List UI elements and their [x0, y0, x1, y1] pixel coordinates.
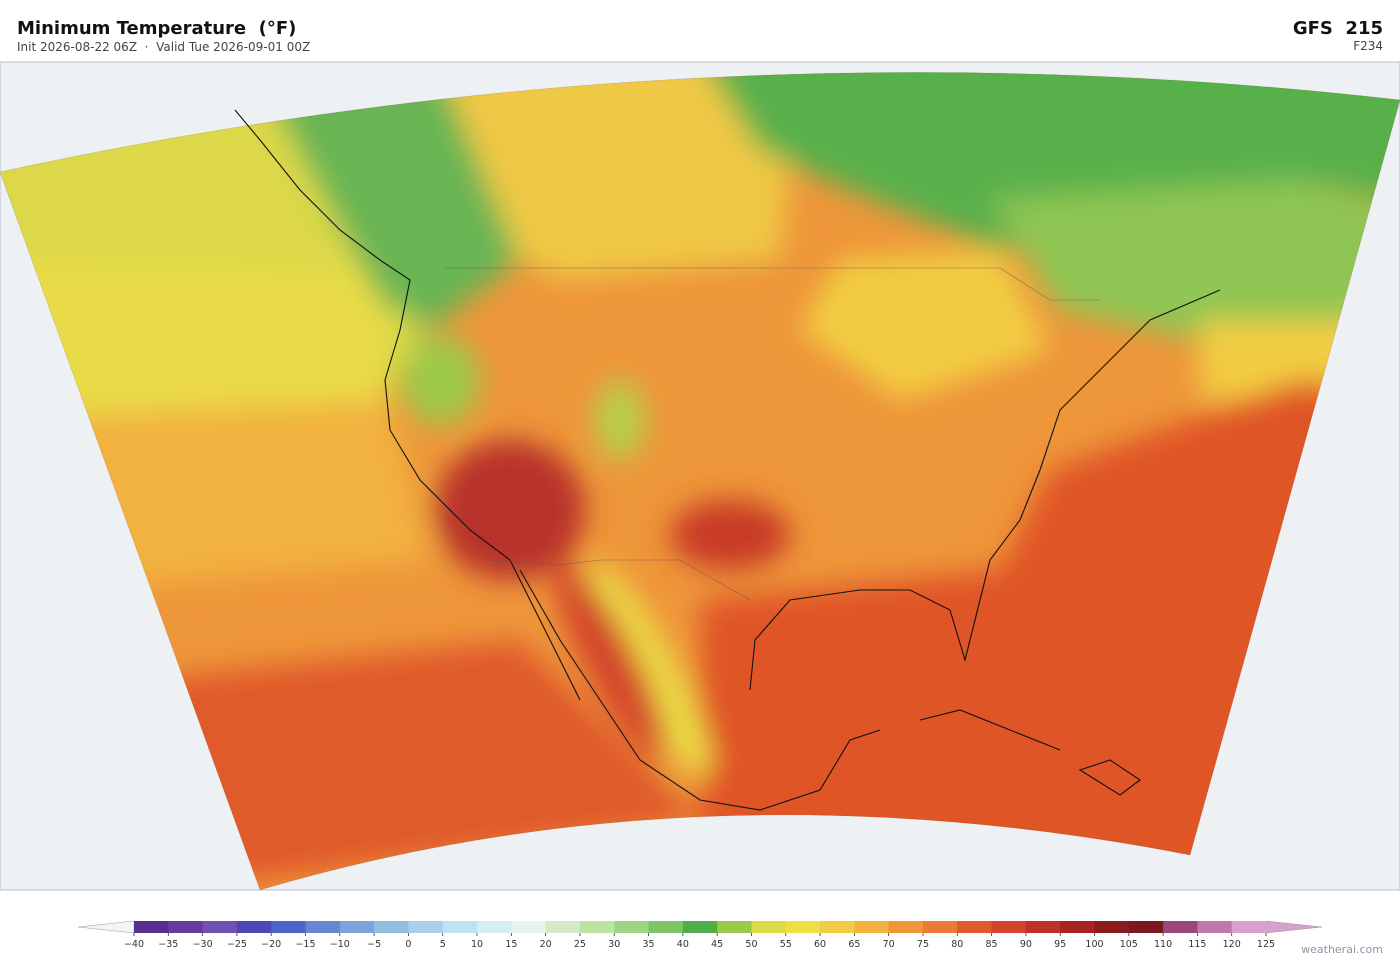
colorbar-tick-label: 75 [917, 939, 929, 950]
colorbar-tick-label: −10 [330, 939, 350, 950]
colorbar-tick-label: 100 [1085, 939, 1103, 950]
colorbar-segment [339, 921, 375, 933]
coastline [519, 569, 881, 811]
field-band [690, 72, 1400, 250]
colorbar-tick-label: 65 [848, 939, 860, 950]
colorbar-segment [854, 921, 890, 933]
field-band [400, 335, 480, 425]
colorbar-tick-label: 95 [1054, 939, 1066, 950]
colorbar-segment [820, 921, 855, 933]
colorbar-tick-label: 45 [711, 939, 723, 950]
colorbar-segment [751, 921, 787, 933]
colorbar-tick-label: 0 [405, 939, 411, 950]
coastline [749, 289, 1221, 691]
colorbar-segment [922, 921, 958, 933]
colorbar-segment [374, 921, 409, 933]
colorbar-tick-label: −15 [295, 939, 315, 950]
colorbar-segment [648, 921, 684, 933]
colorbar-tick-label: 125 [1257, 939, 1275, 950]
colorbar-tick-label: 120 [1223, 939, 1241, 950]
colorbar-segment [545, 921, 581, 933]
credit: weatherai.com [1301, 943, 1383, 956]
colorbar-segment [1025, 921, 1061, 933]
field-band [435, 440, 585, 580]
colorbar-segment [442, 921, 478, 933]
colorbar-segment [511, 921, 547, 933]
colorbar-segment [236, 921, 272, 933]
colorbar-under [77, 920, 135, 934]
border [489, 559, 751, 601]
colorbar-segment [1060, 921, 1095, 933]
colorbar-tick-label: 85 [986, 939, 998, 950]
colorbar-tick-label: 90 [1020, 939, 1032, 950]
colorbar-tick-label: −30 [193, 939, 213, 950]
colorbar-tick-label: 55 [780, 939, 792, 950]
colorbar-segment [271, 921, 307, 933]
colorbar-segment [717, 921, 752, 933]
coastline [234, 109, 581, 701]
field-band [670, 500, 790, 570]
colorbar-segment [614, 921, 650, 933]
field-band [260, 72, 520, 330]
field-band [800, 250, 1050, 400]
colorbar: −40 −35 −30 −25 −20 −15 −10 −5 0 5 10 15 20 25 30 35 40 4… [77, 920, 1323, 950]
colorbar-segment [408, 921, 444, 933]
colorbar-segment [134, 921, 169, 933]
colorbar-tick-label: 15 [505, 939, 517, 950]
coastline [1078, 759, 1141, 796]
colorbar-segment [1231, 921, 1267, 933]
colorbar-tick-label: 30 [608, 939, 620, 950]
colorbar-segment [202, 921, 238, 933]
map [0, 61, 1400, 891]
colorbar-segment [305, 921, 341, 933]
field-band [440, 72, 800, 280]
colorbar-tick-label: −40 [124, 939, 144, 950]
colorbar-segment [1094, 921, 1130, 933]
colorbar-segment [991, 921, 1027, 933]
colorbar-tick-label: 115 [1188, 939, 1206, 950]
colorbar-segment [1197, 921, 1233, 933]
field-band [589, 563, 711, 777]
colorbar-segment [682, 921, 718, 933]
colorbar-segment [957, 921, 993, 933]
colorbar-tick-label: 70 [883, 939, 895, 950]
subtitle: Init 2026-08-22 06Z · Valid Tue 2026-09-… [17, 40, 310, 54]
colorbar-tick-label: −25 [227, 939, 247, 950]
colorbar-tick-label: −35 [158, 939, 178, 950]
colorbar-tick-label: 10 [471, 939, 483, 950]
colorbar-over [1265, 920, 1323, 934]
coastline [919, 709, 1061, 751]
colorbar-segment [477, 921, 512, 933]
colorbar-tick-label: 110 [1154, 939, 1172, 950]
borders [445, 267, 1100, 601]
colorbar-tick-label: −5 [367, 939, 381, 950]
colorbar-tick-label: 20 [540, 939, 552, 950]
colorbar-segment [888, 921, 924, 933]
map-domain-edge [0, 71, 1400, 891]
field-band [595, 380, 645, 460]
colorbar-tick-label: 50 [745, 939, 757, 950]
colorbar-tick-label: −20 [261, 939, 281, 950]
colorbar-segment [1163, 921, 1198, 933]
colorbar-tick-label: 40 [677, 939, 689, 950]
colorbar-tick-label: 35 [642, 939, 654, 950]
colorbar-segment [168, 921, 204, 933]
colorbar-tick-label: 5 [440, 939, 446, 950]
model: GFS 215 [1293, 18, 1383, 39]
colorbar-segment [1128, 921, 1164, 933]
colorbar-tick-label: 80 [951, 939, 963, 950]
colorbar-tick-label: 105 [1120, 939, 1138, 950]
field-band [553, 562, 667, 758]
forecast-hour: F234 [1353, 39, 1383, 53]
border [445, 267, 1100, 301]
colorbar-segment [579, 921, 615, 933]
title: Minimum Temperature (°F) [17, 18, 296, 39]
colorbar-tick-label: 60 [814, 939, 826, 950]
coastlines [234, 109, 1221, 811]
colorbar-segment [785, 921, 821, 933]
colorbar-tick-label: 25 [574, 939, 586, 950]
field-band [990, 180, 1400, 340]
